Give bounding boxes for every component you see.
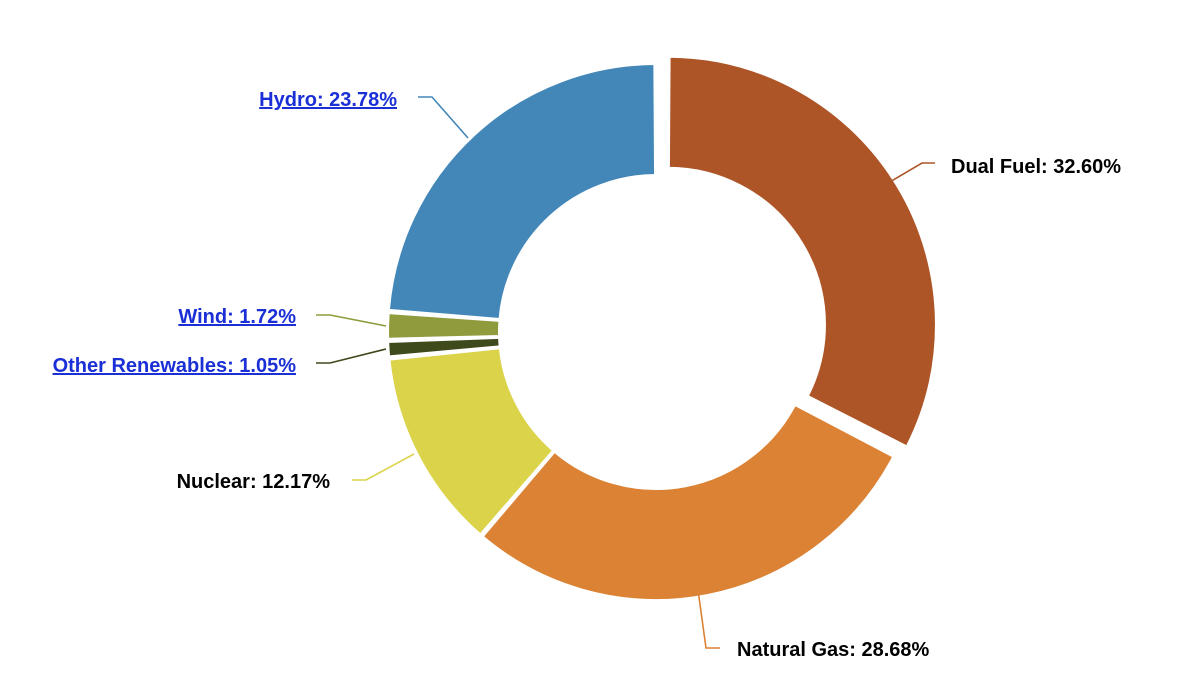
slice-other-renewables — [387, 336, 501, 358]
slice-nuclear — [388, 347, 555, 536]
data-label-other-renewables[interactable]: Other Renewables: 1.05% — [53, 355, 297, 377]
leader-line-wind — [316, 314, 387, 327]
data-label-wind[interactable]: Wind: 1.72% — [178, 306, 296, 328]
leader-line-other-renewables — [316, 348, 387, 364]
data-label-natural-gas: Natural Gas: 28.68% — [737, 639, 930, 661]
slice-wind — [387, 312, 501, 340]
leader-lines-layer — [316, 96, 935, 649]
leader-line-natural-gas — [697, 589, 720, 649]
data-label-nuclear: Nuclear: 12.17% — [177, 471, 331, 493]
data-label-hydro[interactable]: Hydro: 23.78% — [259, 89, 397, 111]
slice-hydro — [387, 63, 657, 321]
leader-line-dual-fuel — [887, 162, 935, 184]
slices-layer — [387, 55, 937, 601]
slice-dual-fuel — [667, 55, 937, 448]
leader-line-nuclear — [352, 453, 415, 481]
data-label-dual-fuel: Dual Fuel: 32.60% — [951, 156, 1121, 178]
labels-layer: Dual Fuel: 32.60% Natural Gas: 28.68% Nucl… — [53, 89, 1122, 661]
slice-natural-gas — [481, 404, 895, 601]
leader-line-hydro — [418, 96, 469, 139]
